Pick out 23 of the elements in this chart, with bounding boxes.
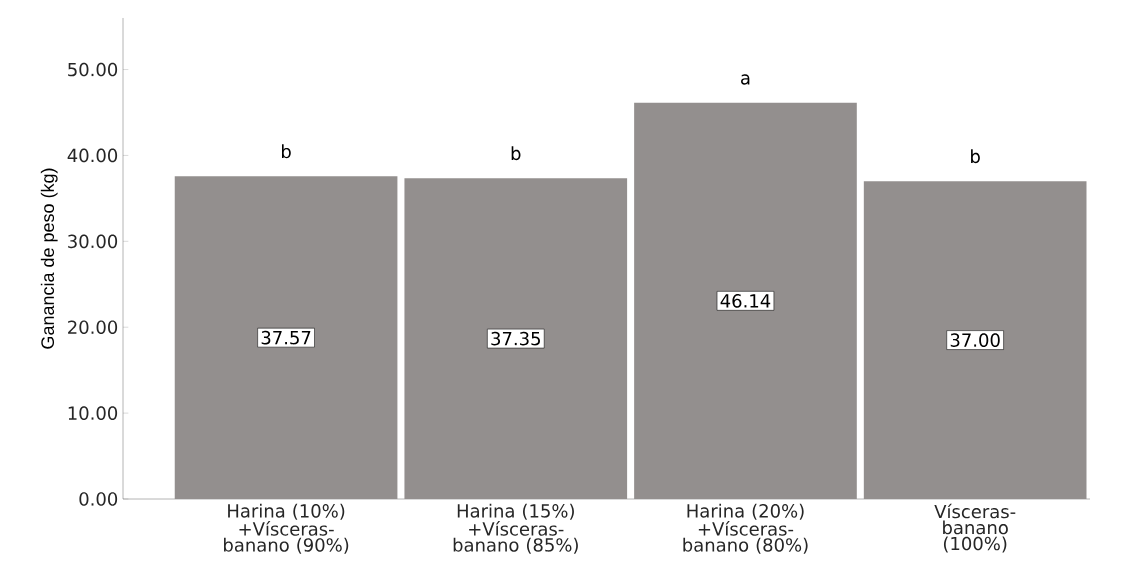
annotation: b bbox=[282, 144, 291, 159]
bar bbox=[174, 176, 398, 499]
x-tick-label: Vísceras-banano (100%) bbox=[934, 503, 1016, 553]
y-tick-label: 40.00 bbox=[67, 148, 118, 163]
y-tick-label: 30.00 bbox=[68, 234, 118, 249]
data-label: 46.14 bbox=[720, 294, 771, 308]
y-tick-label: 10.00 bbox=[68, 406, 118, 420]
bar bbox=[863, 181, 1087, 499]
bar bbox=[404, 178, 628, 499]
data-label: 37.00 bbox=[950, 333, 1000, 347]
x-tick-label: Harina (15%) +Vísceras-banano (85%) bbox=[453, 503, 578, 554]
annotation: b bbox=[511, 146, 521, 161]
bar bbox=[634, 102, 857, 499]
y-axis-title: Ganancia de peso (kg) bbox=[40, 168, 58, 349]
y-tick-label: 0.00 bbox=[79, 492, 118, 506]
annotation: a bbox=[741, 74, 750, 85]
data-label: 37.57 bbox=[261, 330, 311, 345]
y-tick-label: 50.00 bbox=[68, 62, 118, 77]
y-tick-label: 20.00 bbox=[68, 320, 118, 335]
annotation: b bbox=[971, 149, 980, 164]
x-tick-label: Harina (10%) +Vísceras-banano (90%) bbox=[224, 503, 349, 554]
data-label: 37.35 bbox=[491, 331, 540, 346]
x-tick-label: Harina (20%) +Vísceras-banano (80%) bbox=[683, 503, 808, 554]
